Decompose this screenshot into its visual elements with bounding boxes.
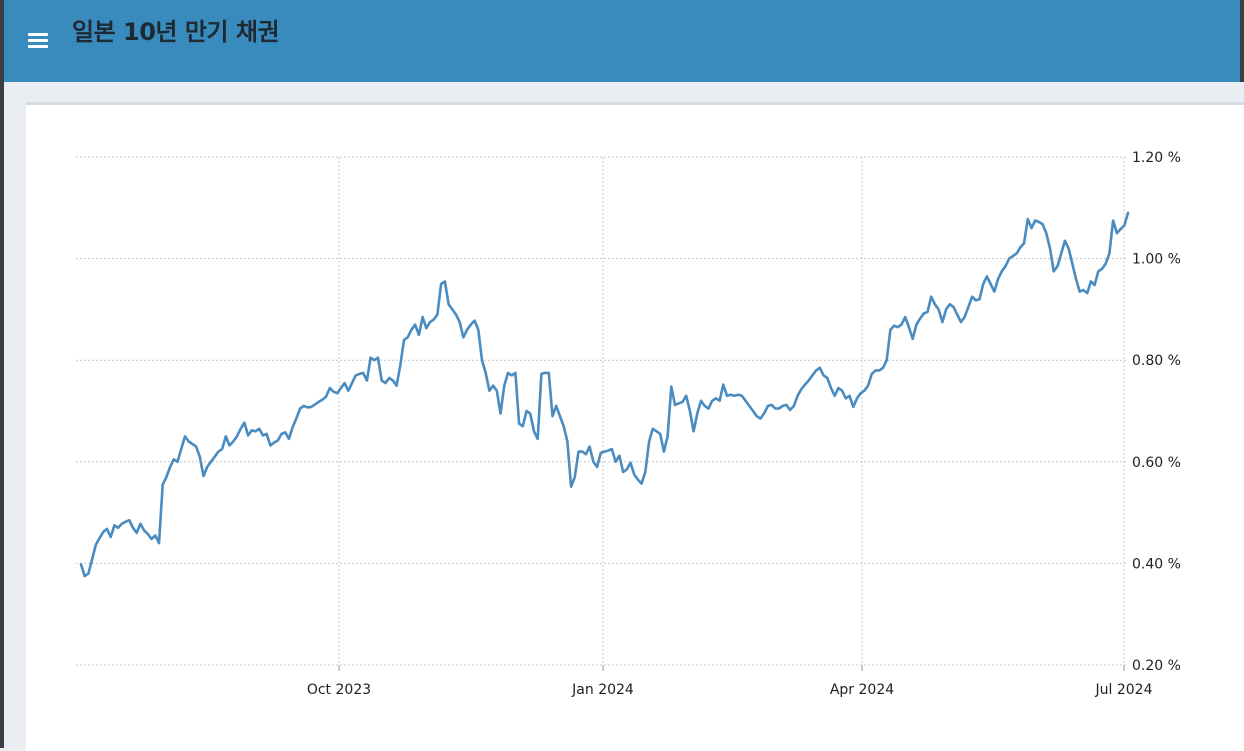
series-layer (79, 211, 1130, 578)
series-line (79, 211, 1130, 578)
bond-yield-line-chart: 1.20 % 1.00 % 0.80 % 0.60 % 0.40 % 0.20 % Oct… (76, 150, 1181, 698)
left-window-edge (0, 0, 4, 748)
page-header: 일본 10년 만기 채권 (4, 0, 1244, 82)
menu-bar-line (28, 45, 48, 48)
hamburger-menu-icon[interactable] (28, 33, 48, 49)
y-axis-ticks: 1.20 % 1.00 % 0.80 % 0.60 % 0.40 % 0.20 % (1132, 150, 1181, 674)
x-tick-label: Oct 2023 (307, 682, 371, 698)
y-tick-label: 0.80 % (1132, 353, 1181, 369)
x-tick-label: Apr 2024 (830, 682, 894, 698)
menu-bar-line (28, 33, 48, 36)
y-tick-label: 0.20 % (1132, 658, 1181, 674)
y-tick-label: 1.00 % (1132, 252, 1181, 268)
page-title: 일본 10년 만기 채권 (72, 18, 280, 46)
y-tick-label: 1.20 % (1132, 150, 1181, 166)
x-axis-ticks: Oct 2023 Jan 2024 Apr 2024 Jul 2024 (307, 665, 1153, 698)
y-tick-label: 0.40 % (1132, 556, 1181, 572)
chart-grid (76, 156, 1126, 666)
right-window-edge (1240, 0, 1244, 82)
x-tick-label: Jul 2024 (1095, 682, 1153, 698)
chart-card: 1.20 % 1.00 % 0.80 % 0.60 % 0.40 % 0.20 % Oct… (26, 102, 1244, 751)
menu-bar-line (28, 39, 48, 42)
y-tick-label: 0.60 % (1132, 455, 1181, 471)
x-tick-label: Jan 2024 (571, 682, 634, 698)
